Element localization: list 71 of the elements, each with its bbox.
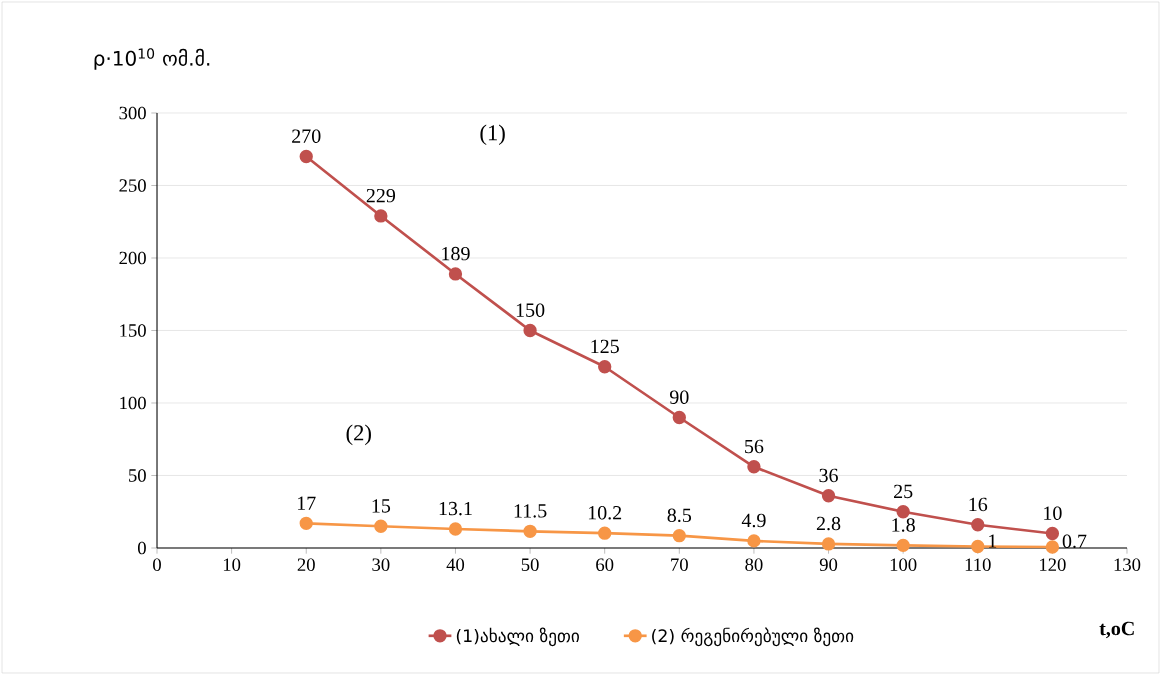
point — [374, 519, 388, 533]
point — [374, 209, 388, 223]
data-label: 150 — [516, 303, 545, 317]
data-label: 189 — [442, 246, 470, 261]
x-tick-label: 10 — [223, 558, 241, 571]
data-label: 16 — [969, 497, 988, 512]
x-tick-label: 40 — [446, 558, 465, 571]
point — [821, 537, 836, 551]
point — [299, 149, 313, 164]
data-label: 8.5 — [667, 508, 692, 523]
point — [448, 267, 463, 281]
y-tick-label: 100 — [120, 396, 146, 410]
x-tick-label: 120 — [1040, 558, 1066, 571]
data-label: 1.8 — [892, 518, 915, 532]
point — [971, 539, 985, 554]
x-tick-label: 20 — [297, 558, 315, 571]
data-label: 1 — [989, 534, 997, 548]
point — [448, 522, 463, 536]
point — [523, 524, 537, 538]
x-axis-title: t,oC — [1099, 621, 1134, 639]
y-tick-label: 0 — [137, 541, 146, 555]
y-tick-label: 300 — [119, 106, 146, 120]
x-tick-label: 80 — [745, 558, 763, 571]
point — [598, 526, 612, 540]
point — [598, 360, 612, 374]
y-tick-label: 250 — [119, 179, 146, 192]
point — [672, 528, 686, 543]
legend-label: (2) რეგენირებული ზეთი — [652, 627, 854, 647]
x-tick-label: 110 — [965, 558, 991, 571]
y-tick-label: 150 — [120, 324, 146, 337]
data-label: 56 — [745, 439, 764, 454]
point — [821, 489, 836, 503]
y-tick-label: 50 — [129, 469, 146, 482]
data-label: 10 — [1044, 506, 1062, 520]
y-tick-label: 200 — [119, 251, 146, 265]
point — [1045, 526, 1060, 541]
legend-label: (1)ახალი ზეთი — [456, 627, 579, 647]
point — [747, 534, 761, 548]
data-label: 90 — [669, 390, 689, 404]
annotation: (1) — [480, 124, 505, 146]
x-tick-label: 90 — [819, 558, 838, 571]
x-tick-label: 130 — [1114, 558, 1141, 571]
x-tick-label: 0 — [153, 558, 161, 571]
data-label: 10.2 — [588, 506, 622, 520]
data-label: 36 — [819, 468, 838, 483]
point — [896, 505, 910, 519]
x-tick-label: 70 — [671, 558, 688, 571]
point — [672, 410, 686, 425]
data-label: 270 — [292, 129, 321, 143]
data-label: 13.1 — [439, 501, 472, 516]
x-tick-label: 60 — [596, 558, 614, 571]
data-label: 25 — [894, 484, 913, 499]
data-label: 125 — [591, 339, 619, 354]
annotation: (2) — [346, 424, 371, 446]
x-tick-label: 100 — [890, 558, 917, 571]
point — [971, 518, 985, 532]
data-label: 11.5 — [514, 504, 547, 518]
data-label: 15 — [372, 499, 391, 513]
point — [299, 516, 313, 531]
point — [896, 538, 910, 553]
x-tick-label: 30 — [372, 558, 390, 571]
point — [1045, 540, 1060, 554]
data-label: 2.8 — [816, 516, 841, 531]
y-axis-title: ρ·10$^{10}$ ომ.მ. — [94, 48, 210, 70]
data-label: 0.7 — [1062, 534, 1087, 549]
point — [523, 323, 537, 338]
data-label: 229 — [366, 188, 396, 203]
data-label: 17 — [298, 496, 316, 510]
point — [747, 460, 761, 474]
data-label: 4.9 — [741, 513, 766, 528]
x-tick-label: 50 — [521, 558, 539, 571]
